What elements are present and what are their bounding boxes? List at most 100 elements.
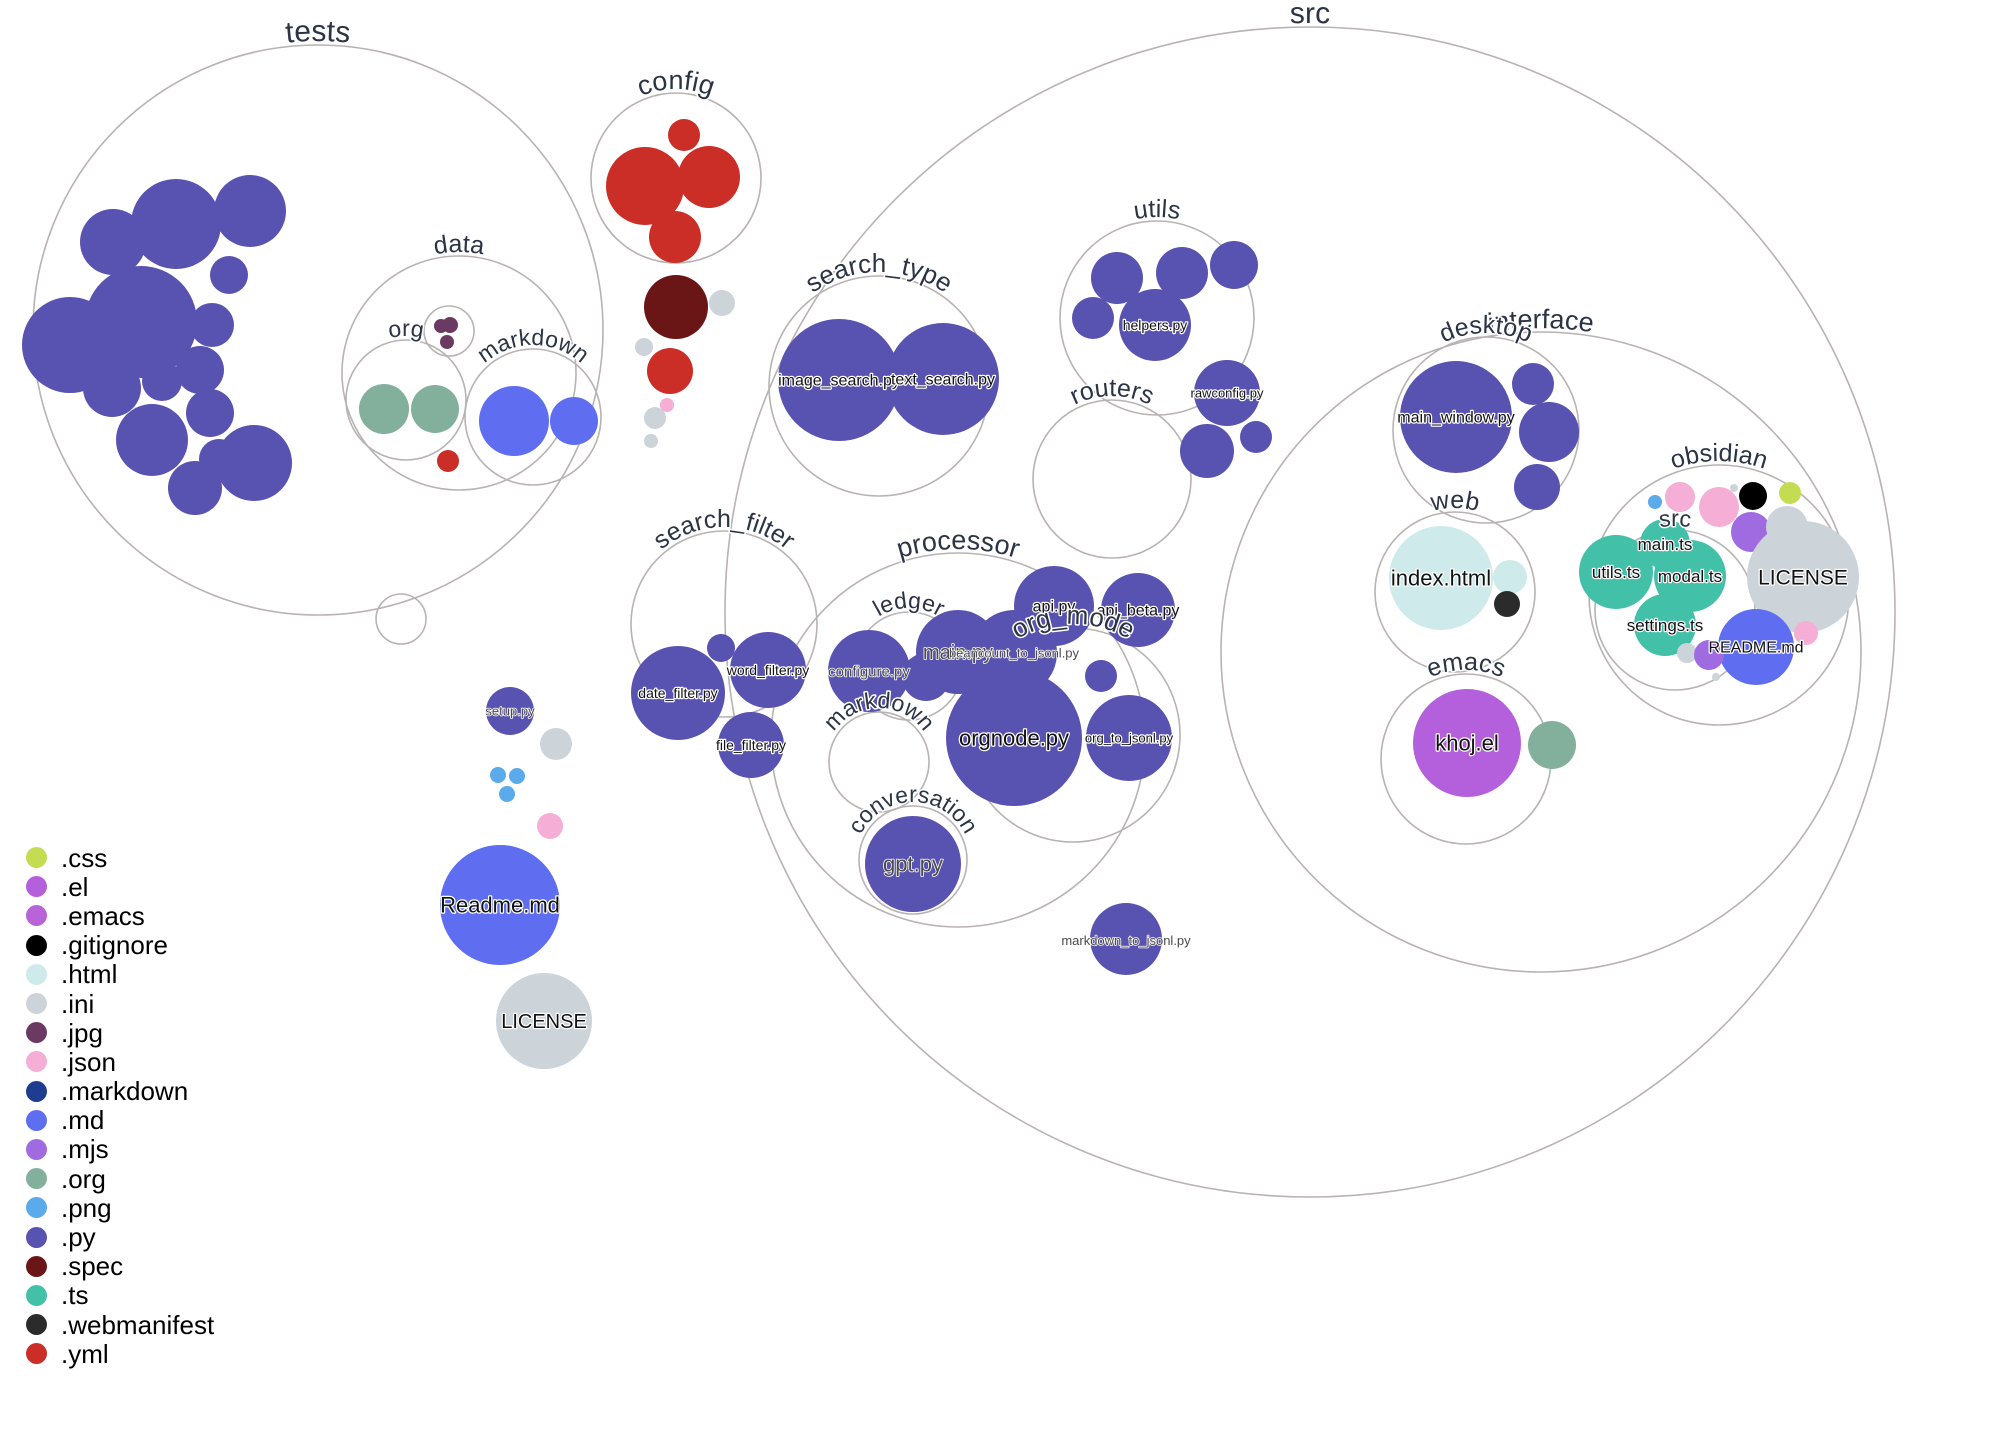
file-circle[interactable] — [678, 146, 740, 208]
directory-ring-markdown[interactable] — [464, 348, 602, 486]
file-circle[interactable] — [1512, 363, 1554, 405]
file-circle-date_filter.py[interactable] — [631, 646, 725, 740]
file-circle[interactable] — [1072, 297, 1114, 339]
file-circle[interactable] — [644, 407, 666, 429]
legend-item-spec[interactable]: .spec — [22, 1252, 282, 1281]
file-circle[interactable] — [176, 346, 224, 394]
legend-item-jpg[interactable]: .jpg — [22, 1018, 282, 1047]
file-circle[interactable] — [1240, 421, 1272, 453]
legend-item-yml[interactable]: .yml — [22, 1339, 282, 1368]
file-circle-Readme.md[interactable] — [440, 845, 560, 965]
file-circle[interactable] — [190, 303, 234, 347]
file-circle-rawconfig.py[interactable] — [1194, 360, 1260, 426]
legend-item-org[interactable]: .org — [22, 1164, 282, 1193]
file-circle[interactable] — [214, 175, 286, 247]
file-circle[interactable] — [1210, 241, 1258, 289]
file-circle[interactable] — [537, 813, 563, 839]
file-circle[interactable] — [709, 290, 735, 316]
directory-ring-desktop[interactable] — [1392, 336, 1580, 524]
file-circle-org_to_jsonl.py[interactable] — [1086, 695, 1172, 781]
directory-ring-routers[interactable] — [1032, 399, 1192, 559]
file-circle[interactable] — [1694, 640, 1724, 670]
legend-item-webmanifest[interactable]: .webmanifest — [22, 1310, 282, 1339]
directory-ring-web[interactable] — [1374, 511, 1536, 673]
file-circle[interactable] — [1493, 560, 1527, 594]
file-circle[interactable] — [1156, 247, 1208, 299]
file-circle-settings.ts[interactable] — [1634, 594, 1696, 656]
file-circle[interactable] — [660, 398, 674, 412]
file-circle[interactable] — [80, 209, 146, 275]
file-circle[interactable] — [635, 338, 653, 356]
file-circle-khoj.el[interactable] — [1413, 689, 1521, 797]
file-circle[interactable] — [434, 319, 448, 333]
file-circle[interactable] — [83, 359, 141, 417]
file-circle[interactable] — [1180, 424, 1234, 478]
file-circle[interactable] — [1739, 482, 1767, 510]
legend-item-py[interactable]: .py — [22, 1222, 282, 1251]
file-circle[interactable] — [1494, 591, 1520, 617]
file-circle[interactable] — [1514, 464, 1560, 510]
file-circle-main_window.py[interactable] — [1400, 361, 1512, 473]
directory-ring-org[interactable] — [345, 339, 467, 461]
legend-item-gitignore[interactable]: .gitignore — [22, 931, 282, 960]
directory-ring-interface[interactable] — [1220, 331, 1862, 973]
file-circle[interactable] — [1712, 673, 1720, 681]
file-circle[interactable] — [440, 335, 454, 349]
file-circle[interactable] — [437, 450, 459, 472]
file-circle[interactable] — [649, 211, 701, 263]
file-circle[interactable] — [216, 425, 292, 501]
file-circle-modal.ts[interactable] — [1654, 540, 1726, 612]
directory-ring-conversation[interactable] — [858, 805, 968, 915]
file-circle[interactable] — [85, 266, 197, 378]
file-circle[interactable] — [116, 404, 188, 476]
file-circle[interactable] — [168, 461, 222, 515]
file-circle-text_search.py[interactable] — [887, 323, 999, 435]
file-circle[interactable] — [647, 348, 693, 394]
file-circle[interactable] — [606, 147, 684, 225]
file-circle[interactable] — [1085, 660, 1117, 692]
file-circle-LICENSE[interactable] — [1747, 521, 1859, 633]
directory-ring-data[interactable] — [341, 255, 577, 491]
file-circle[interactable] — [490, 767, 506, 783]
file-circle[interactable] — [131, 179, 221, 269]
file-circle[interactable] — [644, 275, 708, 339]
file-circle[interactable] — [499, 786, 515, 802]
file-circle[interactable] — [668, 119, 700, 151]
legend-item-ini[interactable]: .ini — [22, 989, 282, 1018]
legend-item-mjs[interactable]: .mjs — [22, 1135, 282, 1164]
legend-item-css[interactable]: .css — [22, 843, 282, 872]
file-circle[interactable] — [1794, 621, 1818, 645]
legend-item-ts[interactable]: .ts — [22, 1281, 282, 1310]
legend-item-md[interactable]: .md — [22, 1106, 282, 1135]
legend-item-html[interactable]: .html — [22, 960, 282, 989]
file-circle[interactable] — [644, 434, 658, 448]
file-circle-configure.py[interactable] — [828, 630, 910, 712]
file-circle[interactable] — [540, 728, 572, 760]
file-circle-README.md[interactable] — [1718, 609, 1794, 685]
file-circle[interactable] — [210, 256, 248, 294]
directory-ring-config[interactable] — [590, 92, 762, 264]
file-circle-word_filter.py[interactable] — [730, 632, 806, 708]
file-circle[interactable] — [186, 389, 234, 437]
file-circle-api_beta.py[interactable] — [1101, 573, 1175, 647]
file-circle-utils.ts[interactable] — [1579, 535, 1653, 609]
file-circle[interactable] — [1648, 495, 1662, 509]
file-circle[interactable] — [142, 361, 182, 401]
legend-item-png[interactable]: .png — [22, 1193, 282, 1222]
legend-item-markdown[interactable]: .markdown — [22, 1077, 282, 1106]
file-circle[interactable] — [359, 384, 409, 434]
file-circle[interactable] — [1730, 484, 1738, 492]
legend-item-el[interactable]: .el — [22, 872, 282, 901]
directory-ring-search_filter[interactable] — [630, 530, 818, 718]
file-circle[interactable] — [550, 397, 598, 445]
file-circle[interactable] — [479, 386, 549, 456]
directory-ring-markdown[interactable] — [828, 711, 930, 813]
directory-ring-png-trio[interactable] — [375, 593, 427, 645]
file-circle-orgnode.py[interactable] — [946, 670, 1082, 806]
file-circle[interactable] — [411, 385, 459, 433]
file-circle[interactable] — [1779, 482, 1801, 504]
file-circle[interactable] — [1519, 402, 1579, 462]
file-circle[interactable] — [902, 653, 950, 701]
file-circle-setup.py[interactable] — [486, 687, 534, 735]
legend-item-json[interactable]: .json — [22, 1047, 282, 1076]
